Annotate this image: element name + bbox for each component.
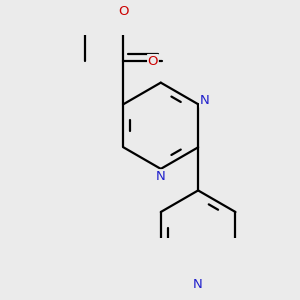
Text: N: N (156, 170, 166, 183)
Text: N: N (200, 94, 209, 107)
Text: N: N (193, 278, 203, 291)
Text: O: O (118, 5, 129, 18)
Text: O: O (148, 55, 158, 68)
